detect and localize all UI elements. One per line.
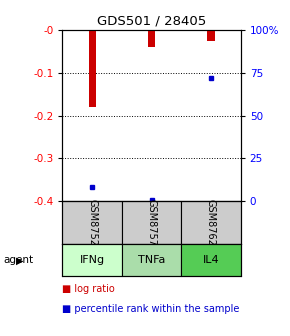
Title: GDS501 / 28405: GDS501 / 28405 bbox=[97, 15, 206, 28]
Bar bbox=[148, 30, 155, 47]
Text: GSM8757: GSM8757 bbox=[146, 199, 157, 246]
Text: GSM8762: GSM8762 bbox=[206, 199, 216, 246]
Text: TNFa: TNFa bbox=[138, 255, 165, 265]
Text: ■ percentile rank within the sample: ■ percentile rank within the sample bbox=[62, 304, 240, 314]
Bar bbox=[207, 30, 215, 41]
Text: ■ log ratio: ■ log ratio bbox=[62, 284, 115, 294]
Bar bbox=[181, 245, 241, 276]
Text: ▶: ▶ bbox=[16, 255, 23, 265]
Bar bbox=[181, 201, 241, 245]
Text: IFNg: IFNg bbox=[79, 255, 105, 265]
Text: agent: agent bbox=[3, 255, 33, 265]
Bar bbox=[62, 245, 122, 276]
Bar bbox=[88, 30, 96, 107]
Bar bbox=[122, 201, 181, 245]
Bar bbox=[62, 201, 122, 245]
Bar bbox=[122, 245, 181, 276]
Text: IL4: IL4 bbox=[203, 255, 219, 265]
Text: GSM8752: GSM8752 bbox=[87, 199, 97, 246]
